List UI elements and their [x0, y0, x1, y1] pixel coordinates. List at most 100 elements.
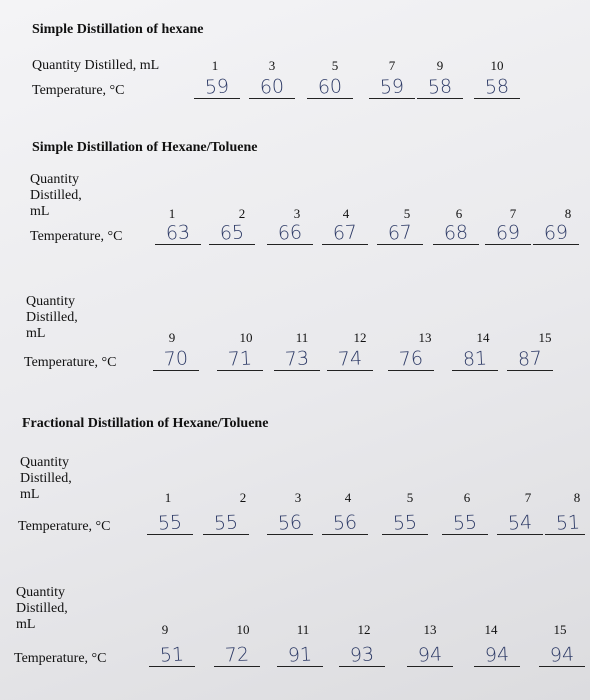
section-title: Fractional Distillation of Hexane/Toluen…: [22, 416, 269, 431]
quantity-value: 8: [564, 206, 572, 221]
temperature-value: 76: [398, 347, 424, 371]
blank-line: [149, 666, 195, 667]
temperature-value: 67: [387, 221, 413, 245]
blank-line: [194, 98, 240, 99]
quantity-value: 6: [455, 206, 463, 221]
quantity-value: 8: [573, 490, 581, 505]
temperature-value: 60: [259, 75, 285, 99]
blank-line: [322, 534, 368, 535]
blank-line: [474, 666, 520, 667]
temperature-value: 54: [507, 511, 533, 535]
quantity-label: Quantity Distilled, mL: [20, 455, 72, 502]
quantity-value: 9: [436, 58, 444, 73]
quantity-value: 11: [295, 330, 309, 345]
blank-line: [274, 370, 320, 371]
blank-line: [322, 244, 368, 245]
temperature-value: 91: [287, 643, 313, 667]
quantity-value: 2: [239, 490, 247, 505]
temperature-value: 55: [392, 511, 418, 535]
quantity-value: 6: [463, 490, 471, 505]
temperature-value: 70: [163, 347, 189, 371]
temperature-value: 66: [277, 221, 303, 245]
blank-line: [539, 666, 585, 667]
blank-line: [277, 666, 323, 667]
quantity-value: 7: [524, 490, 532, 505]
temperature-value: 94: [549, 643, 575, 667]
quantity-value: 5: [406, 490, 414, 505]
temperature-value: 58: [484, 75, 510, 99]
temperature-value: 94: [417, 643, 443, 667]
temperature-value: 59: [204, 75, 230, 99]
blank-line: [249, 98, 295, 99]
blank-line: [339, 666, 385, 667]
quantity-value: 10: [239, 330, 253, 345]
blank-line: [153, 370, 199, 371]
quantity-value: 3: [294, 490, 302, 505]
blank-line: [377, 244, 423, 245]
temperature-value: 69: [543, 221, 569, 245]
blank-line: [203, 534, 249, 535]
quantity-value: 12: [353, 330, 367, 345]
temperature-label: Temperature, °C: [30, 229, 123, 244]
temperature-value: 63: [165, 221, 191, 245]
quantity-label: Quantity Distilled, mL: [32, 58, 160, 73]
temperature-label: Temperature, °C: [14, 651, 107, 666]
blank-line: [155, 244, 201, 245]
temperature-value: 72: [224, 643, 250, 667]
quantity-value: 5: [403, 206, 411, 221]
temperature-value: 93: [349, 643, 375, 667]
temperature-value: 81: [462, 347, 488, 371]
blank-line: [147, 534, 193, 535]
quantity-value: 2: [238, 206, 246, 221]
temperature-label: Temperature, °C: [32, 83, 125, 98]
temperature-value: 55: [213, 511, 239, 535]
temperature-value: 67: [332, 221, 358, 245]
blank-line: [442, 534, 488, 535]
blank-line: [452, 370, 498, 371]
temperature-value: 51: [159, 643, 185, 667]
temperature-value: 87: [517, 347, 543, 371]
blank-line: [507, 370, 553, 371]
temperature-value: 56: [332, 511, 358, 535]
temperature-value: 65: [219, 221, 245, 245]
blank-line: [267, 244, 313, 245]
blank-line: [485, 244, 531, 245]
blank-line: [307, 98, 353, 99]
quantity-value: 15: [538, 330, 552, 345]
quantity-value: 1: [168, 206, 176, 221]
blank-line: [327, 370, 373, 371]
temperature-label: Temperature, °C: [24, 355, 117, 370]
quantity-value: 15: [553, 622, 567, 637]
quantity-value: 12: [357, 622, 371, 637]
quantity-value: 10: [490, 58, 504, 73]
blank-line: [267, 534, 313, 535]
temperature-value: 74: [337, 347, 363, 371]
quantity-value: 14: [484, 622, 498, 637]
section-title: Simple Distillation of Hexane/Toluene: [32, 140, 258, 155]
quantity-value: 13: [423, 622, 437, 637]
quantity-value: 3: [293, 206, 301, 221]
temperature-value: 60: [317, 75, 343, 99]
quantity-value: 4: [342, 206, 350, 221]
quantity-value: 7: [388, 58, 396, 73]
temperature-value: 71: [227, 347, 253, 371]
quantity-value: 1: [164, 490, 172, 505]
quantity-value: 9: [168, 330, 176, 345]
temperature-value: 94: [484, 643, 510, 667]
blank-line: [407, 666, 453, 667]
quantity-label: Quantity Distilled, mL: [16, 585, 68, 632]
temperature-value: 56: [277, 511, 303, 535]
blank-line: [433, 244, 479, 245]
quantity-label: Quantity Distilled, mL: [26, 294, 78, 341]
section-title: Simple Distillation of hexane: [32, 22, 204, 37]
blank-line: [382, 534, 428, 535]
quantity-value: 1: [211, 58, 219, 73]
blank-line: [545, 534, 585, 535]
quantity-value: 9: [161, 622, 169, 637]
temperature-value: 68: [443, 221, 469, 245]
temperature-value: 55: [452, 511, 478, 535]
quantity-value: 7: [509, 206, 517, 221]
temperature-value: 55: [157, 511, 183, 535]
temperature-value: 51: [555, 511, 581, 535]
